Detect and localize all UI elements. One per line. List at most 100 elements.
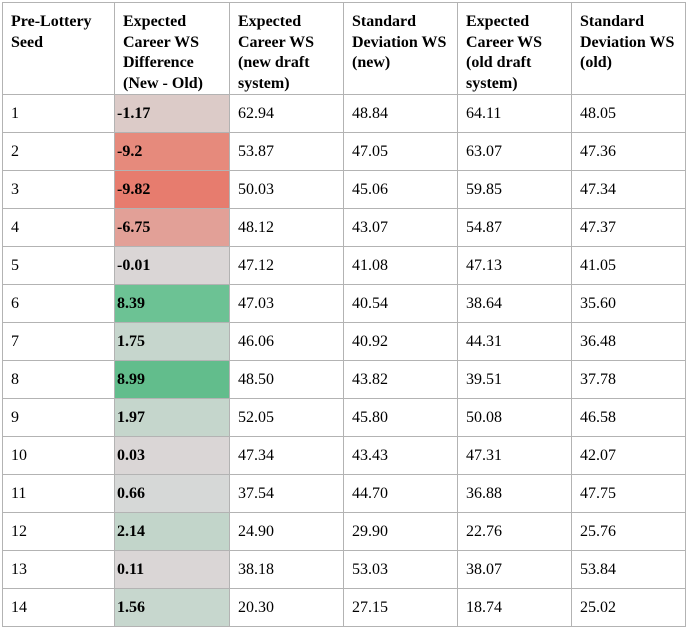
cell-ews-new: 48.12 [229, 208, 344, 247]
cell-ws-difference: -9.82 [114, 170, 230, 209]
cell-sd-old: 47.34 [571, 170, 686, 209]
table-row: 6 8.39 47.03 40.54 38.64 35.60 [2, 284, 686, 323]
table-row: 12 2.14 24.90 29.90 22.76 25.76 [2, 512, 686, 551]
cell-seed: 6 [2, 284, 115, 323]
table-row: 2 -9.2 53.87 47.05 63.07 47.36 [2, 132, 686, 171]
cell-sd-old: 37.78 [571, 360, 686, 399]
cell-ws-difference: -6.75 [114, 208, 230, 247]
cell-sd-new: 43.82 [343, 360, 458, 399]
cell-sd-old: 42.07 [571, 436, 686, 475]
table-row: 7 1.75 46.06 40.92 44.31 36.48 [2, 322, 686, 361]
cell-ews-old: 38.07 [457, 550, 572, 589]
cell-ews-old: 18.74 [457, 588, 572, 627]
cell-sd-new: 43.43 [343, 436, 458, 475]
cell-ws-difference: -9.2 [114, 132, 230, 171]
cell-sd-new: 44.70 [343, 474, 458, 513]
cell-ews-new: 47.12 [229, 246, 344, 285]
cell-sd-old: 36.48 [571, 322, 686, 361]
cell-ews-old: 50.08 [457, 398, 572, 437]
cell-seed: 3 [2, 170, 115, 209]
cell-seed: 1 [2, 94, 115, 133]
header-ews-new: Expected Career WS (new draft system) [229, 2, 344, 95]
cell-ews-new: 24.90 [229, 512, 344, 551]
cell-seed: 11 [2, 474, 115, 513]
cell-ws-difference: 0.11 [114, 550, 230, 589]
cell-ews-old: 54.87 [457, 208, 572, 247]
cell-ws-difference: 2.14 [114, 512, 230, 551]
cell-seed: 12 [2, 512, 115, 551]
cell-ews-old: 47.31 [457, 436, 572, 475]
header-seed: Pre-Lottery Seed [2, 2, 115, 95]
cell-ws-difference: 0.03 [114, 436, 230, 475]
cell-seed: 4 [2, 208, 115, 247]
table-row: 11 0.66 37.54 44.70 36.88 47.75 [2, 474, 686, 513]
table-row: 5 -0.01 47.12 41.08 47.13 41.05 [2, 246, 686, 285]
cell-ws-difference: 1.75 [114, 322, 230, 361]
cell-ews-old: 36.88 [457, 474, 572, 513]
cell-sd-old: 47.37 [571, 208, 686, 247]
cell-sd-old: 41.05 [571, 246, 686, 285]
cell-ews-old: 38.64 [457, 284, 572, 323]
table-row: 3 -9.82 50.03 45.06 59.85 47.34 [2, 170, 686, 209]
cell-seed: 13 [2, 550, 115, 589]
cell-ews-new: 38.18 [229, 550, 344, 589]
cell-sd-new: 47.05 [343, 132, 458, 171]
cell-sd-old: 46.58 [571, 398, 686, 437]
cell-sd-new: 45.06 [343, 170, 458, 209]
cell-ews-new: 53.87 [229, 132, 344, 171]
cell-seed: 8 [2, 360, 115, 399]
cell-seed: 9 [2, 398, 115, 437]
cell-ews-old: 39.51 [457, 360, 572, 399]
cell-ws-difference: 8.39 [114, 284, 230, 323]
cell-sd-old: 25.76 [571, 512, 686, 551]
cell-ews-old: 44.31 [457, 322, 572, 361]
cell-sd-new: 40.54 [343, 284, 458, 323]
header-ws-difference: Expected Career WS Difference (New - Old… [114, 2, 230, 95]
cell-ws-difference: -0.01 [114, 246, 230, 285]
table-header: Pre-Lottery Seed Expected Career WS Diff… [2, 2, 686, 95]
cell-sd-old: 35.60 [571, 284, 686, 323]
table-row: 1 -1.17 62.94 48.84 64.11 48.05 [2, 94, 686, 133]
header-row: Pre-Lottery Seed Expected Career WS Diff… [2, 2, 686, 95]
cell-ws-difference: 1.97 [114, 398, 230, 437]
cell-seed: 7 [2, 322, 115, 361]
header-ews-old: Expected Career WS (old draft system) [457, 2, 572, 95]
cell-sd-old: 25.02 [571, 588, 686, 627]
cell-ews-old: 59.85 [457, 170, 572, 209]
cell-sd-new: 48.84 [343, 94, 458, 133]
table-body: 1 -1.17 62.94 48.84 64.11 48.05 2 -9.2 53.87 47.0… [2, 94, 686, 627]
cell-sd-old: 47.75 [571, 474, 686, 513]
cell-sd-new: 40.92 [343, 322, 458, 361]
cell-sd-old: 47.36 [571, 132, 686, 171]
cell-sd-new: 41.08 [343, 246, 458, 285]
table-row: 8 8.99 48.50 43.82 39.51 37.78 [2, 360, 686, 399]
table-row: 4 -6.75 48.12 43.07 54.87 47.37 [2, 208, 686, 247]
cell-ews-old: 64.11 [457, 94, 572, 133]
header-sd-old: Standard Deviation WS (old) [571, 2, 686, 95]
cell-sd-new: 29.90 [343, 512, 458, 551]
table-row: 13 0.11 38.18 53.03 38.07 53.84 [2, 550, 686, 589]
cell-ews-new: 20.30 [229, 588, 344, 627]
cell-ews-old: 63.07 [457, 132, 572, 171]
cell-sd-old: 53.84 [571, 550, 686, 589]
cell-seed: 14 [2, 588, 115, 627]
cell-ews-new: 46.06 [229, 322, 344, 361]
header-sd-new: Standard Deviation WS (new) [343, 2, 458, 95]
cell-ews-new: 50.03 [229, 170, 344, 209]
table-row: 14 1.56 20.30 27.15 18.74 25.02 [2, 588, 686, 627]
table-row: 10 0.03 47.34 43.43 47.31 42.07 [2, 436, 686, 475]
cell-sd-new: 43.07 [343, 208, 458, 247]
cell-seed: 10 [2, 436, 115, 475]
cell-ws-difference: 1.56 [114, 588, 230, 627]
cell-ews-new: 52.05 [229, 398, 344, 437]
cell-ews-new: 62.94 [229, 94, 344, 133]
cell-ws-difference: 8.99 [114, 360, 230, 399]
cell-ews-new: 37.54 [229, 474, 344, 513]
cell-seed: 2 [2, 132, 115, 171]
cell-sd-new: 27.15 [343, 588, 458, 627]
cell-ews-old: 47.13 [457, 246, 572, 285]
cell-sd-new: 53.03 [343, 550, 458, 589]
table-row: 9 1.97 52.05 45.80 50.08 46.58 [2, 398, 686, 437]
